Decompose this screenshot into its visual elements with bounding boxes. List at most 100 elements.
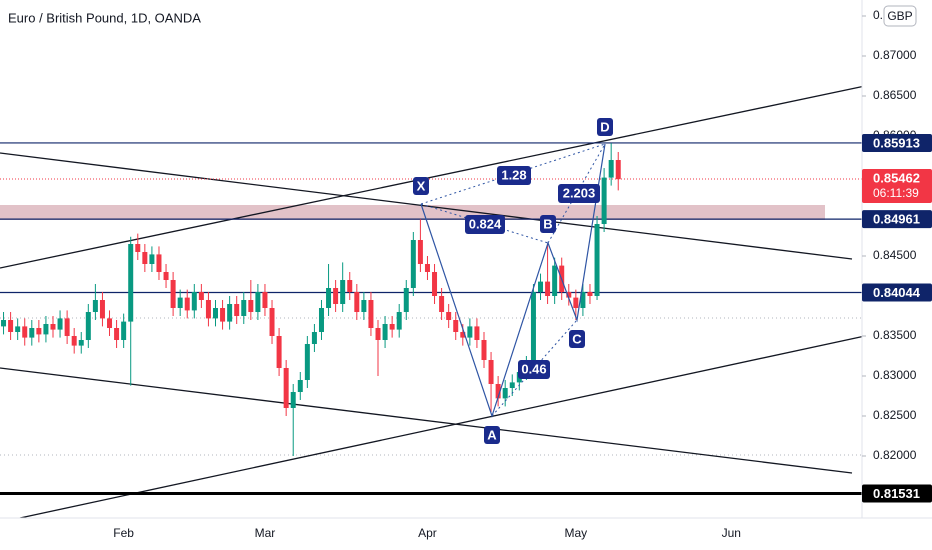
candle-body	[566, 292, 572, 298]
candle-body	[290, 392, 296, 408]
candle-body	[368, 300, 374, 328]
x-tick-label: Apr	[418, 526, 437, 540]
candle-body	[304, 344, 310, 380]
candle-body	[410, 240, 416, 288]
price-label: 0.85913	[873, 135, 920, 150]
candle-body	[538, 281, 544, 292]
y-tick-label: 0.87000	[873, 48, 917, 62]
y-tick-label: 0.83000	[873, 368, 917, 382]
candle-body	[269, 308, 275, 336]
candle-body	[297, 380, 303, 392]
candle-body	[587, 292, 593, 296]
candle-body	[121, 321, 127, 340]
ratio-tag	[558, 184, 600, 203]
candle-body	[495, 384, 501, 399]
candle-body	[424, 264, 430, 272]
candle-body	[276, 336, 282, 368]
candle-body	[439, 296, 445, 312]
point-tag	[413, 177, 429, 195]
y-tick-label: 0.82000	[873, 448, 917, 462]
candle-body	[467, 326, 473, 338]
candle-body	[71, 336, 77, 346]
candle-body	[85, 312, 91, 340]
candle-body	[347, 280, 353, 292]
currency-button-label: GBP	[887, 9, 912, 23]
candle-body	[601, 177, 607, 224]
trend-line	[0, 85, 866, 269]
candle-body	[198, 292, 204, 300]
x-tick-label: Feb	[113, 526, 134, 540]
y-tick-label: 0.82500	[873, 408, 917, 422]
candle-body	[530, 292, 536, 364]
y-tick-label: 0.84500	[873, 248, 917, 262]
candle-body	[255, 292, 261, 312]
price-label: 0.84961	[873, 212, 920, 227]
candle-body	[262, 292, 268, 308]
candle-body	[184, 297, 190, 311]
point-label: X	[417, 178, 426, 193]
price-label-bg	[862, 283, 932, 302]
candle-body	[417, 240, 423, 264]
pattern-ratio-line	[547, 143, 606, 244]
time-axis-bg	[0, 518, 932, 550]
candle-body	[128, 244, 134, 322]
candle-body	[135, 244, 141, 252]
candles	[1, 143, 621, 456]
candle-body	[29, 328, 35, 338]
x-tick-label: Mar	[255, 526, 276, 540]
candle-body	[177, 297, 183, 308]
candle-body	[36, 328, 42, 335]
drawings-back	[0, 85, 866, 519]
candle-body	[1, 320, 7, 327]
candle-body	[8, 320, 14, 332]
candle-body	[43, 324, 49, 335]
point-tag	[597, 118, 613, 136]
candle-body	[311, 332, 317, 344]
candle-body	[213, 308, 218, 319]
ratio-label: 0.46	[521, 361, 546, 376]
price-label: 0.84044	[873, 285, 921, 300]
point-label: C	[572, 331, 582, 346]
candle-body	[22, 326, 28, 338]
title-bg	[2, 6, 202, 30]
ratio-tag	[465, 215, 505, 234]
candle-body	[375, 328, 381, 340]
candle-body	[205, 300, 211, 319]
countdown: 06:11:39	[873, 186, 919, 200]
candle-body	[361, 300, 367, 312]
candle-body	[149, 254, 155, 264]
last-price-bg	[862, 169, 932, 204]
candle-body	[615, 160, 621, 180]
candle-body	[389, 324, 395, 330]
point-tag	[569, 330, 585, 348]
point-label: D	[600, 119, 609, 134]
candle-body	[220, 308, 226, 322]
point-label: A	[487, 427, 497, 442]
ratio-tag	[497, 166, 531, 185]
candle-body	[227, 304, 233, 322]
candle-body	[283, 368, 289, 408]
candle-body	[191, 292, 197, 311]
candle-body	[460, 332, 466, 338]
candle-body	[552, 265, 558, 296]
candle-body	[318, 308, 324, 332]
point-tag	[540, 215, 556, 233]
price-axis-bg	[862, 0, 932, 550]
last-price-label: 0.85462	[873, 170, 920, 185]
candle-body	[580, 292, 586, 308]
point-label: B	[543, 216, 552, 231]
candle-body	[382, 324, 388, 340]
price-label-bg	[862, 133, 932, 152]
price-label-bg	[862, 210, 932, 229]
candle-body	[594, 224, 600, 296]
candle-body	[163, 272, 169, 280]
trend-line	[0, 367, 853, 474]
candle-body	[326, 288, 332, 308]
candle-body	[608, 160, 614, 178]
candle-body	[50, 324, 56, 330]
candle-body	[241, 300, 247, 316]
candle-body	[114, 328, 120, 340]
candle-body	[248, 300, 254, 312]
harmonic-pattern: X A B C D 1.28 0.824 2.203 0.46	[413, 118, 613, 444]
